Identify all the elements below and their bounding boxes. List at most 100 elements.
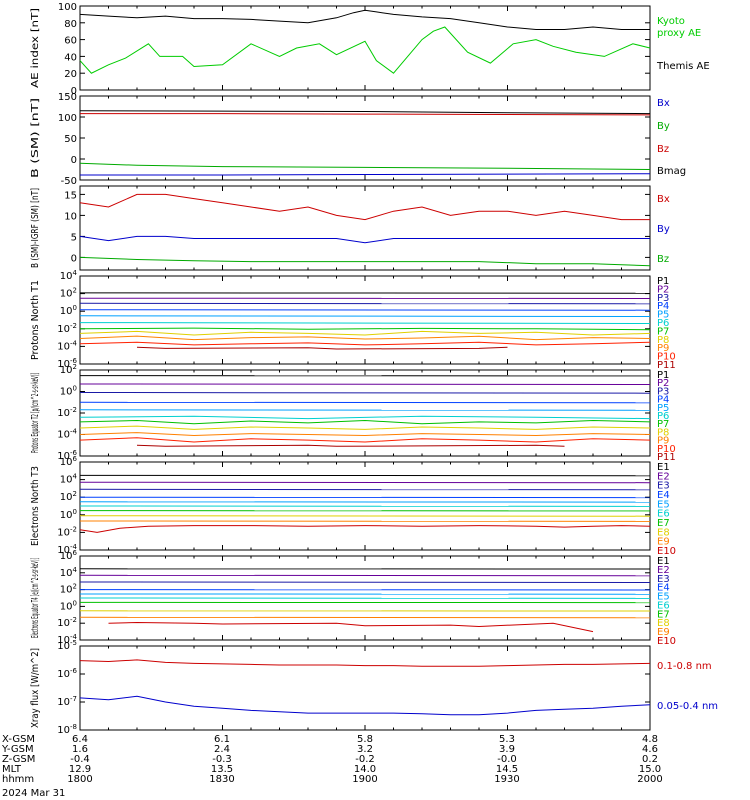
series-line-p3	[79, 392, 651, 394]
series-line-p5	[79, 315, 651, 317]
legend-entry: Bz	[657, 144, 669, 155]
series-line-0-1-0-8-nm	[79, 659, 651, 667]
legend-entry: E4	[657, 583, 670, 594]
series-line-themis-ae	[79, 9, 650, 30]
ephemeris-row-label: X-GSM	[2, 734, 35, 745]
legend-entry: By	[657, 224, 670, 235]
legend-entry: P7	[657, 419, 669, 430]
ephemeris-value: 13.5	[211, 764, 233, 775]
y-axis-label: B (SM) [nT]	[30, 98, 41, 178]
ephemeris-value: 1930	[494, 774, 519, 785]
legend-entry: P11	[657, 452, 676, 463]
ephemeris-table: X-GSM 6.4 6.1 5.8 5.3 4.8 Y-GSM 1.6 2.4 3.2 3.9 4.6…	[1, 734, 663, 785]
y-tick-label: 102	[60, 583, 77, 596]
legend-entry: E3	[657, 481, 670, 492]
panel-frame	[79, 275, 651, 365]
legend-entry: P7	[657, 326, 669, 337]
y-tick-label: 10	[64, 211, 77, 222]
ephemeris-row-label: Y-GSM	[1, 744, 34, 755]
y-tick-label: 104	[60, 473, 78, 486]
y-tick-label: 10-2	[57, 406, 77, 419]
y-tick-label: 10-6	[57, 449, 77, 462]
series-line-bz	[80, 113, 651, 116]
ephemeris-value: -0.4	[70, 754, 90, 765]
series-line-p4	[79, 309, 651, 311]
legend-entry: P6	[657, 411, 669, 422]
legend-entry: Themis AE	[656, 61, 710, 72]
series-line-p9	[79, 335, 651, 341]
panel-6: 10-4 10-2 100 102 104 106 Electrons North T3 E1…	[30, 455, 676, 557]
y-axis-label: Electrons North T3	[30, 466, 41, 546]
y-tick-label: 100	[60, 599, 77, 612]
y-tick-label: 102	[60, 490, 77, 503]
legend-entry: E7	[657, 518, 670, 529]
y-tick-label: 0	[71, 253, 77, 264]
ephemeris-value: -0.2	[355, 754, 375, 765]
y-axis-label: Xray flux [W/m^2]	[30, 648, 41, 728]
ephemeris-value: 0.2	[642, 754, 658, 765]
y-tick-label: 10-4	[57, 339, 77, 352]
legend-entry: P11	[657, 360, 676, 371]
y-tick-label: 15	[64, 190, 77, 201]
series-line-p2	[79, 383, 651, 385]
legend-entry: E10	[657, 546, 676, 557]
legend-entry: E2	[657, 471, 670, 482]
legend-entry: P5	[657, 310, 669, 321]
series-line-p6	[79, 415, 651, 420]
y-tick-label: 50	[64, 134, 77, 145]
y-tick-label: 10-4	[57, 633, 77, 646]
ephemeris-row-label: hhmm	[2, 774, 34, 785]
legend-entry: By	[657, 121, 670, 132]
y-tick-label: 104	[60, 566, 78, 579]
panel-3: 0 5 10 15 B (SM)-IGRF (SM) [nT] Bx By Bz	[30, 185, 670, 271]
y-tick-label: 100	[58, 113, 77, 124]
y-tick-label: 104	[60, 269, 78, 282]
y-tick-label: 10-2	[57, 616, 77, 629]
ephemeris-value: 2.4	[214, 744, 230, 755]
legend-entry: P10	[657, 444, 676, 455]
y-tick-label: 10-8	[57, 723, 77, 736]
series-line-p10	[79, 341, 651, 346]
panel-7: 10-4 10-2 100 102 104 106 Electrons Equator T4…	[30, 549, 676, 647]
y-tick-label: 150	[58, 92, 77, 103]
ephemeris-value: 12.9	[69, 764, 91, 775]
legend-entry: E1	[657, 462, 670, 473]
y-tick-label: 102	[60, 363, 77, 376]
legend-entry: E10	[657, 636, 676, 647]
series-line-e2	[79, 481, 651, 484]
y-tick-label: 10-6	[57, 667, 77, 680]
series-line-p11	[136, 444, 565, 447]
legend-entry: E5	[657, 499, 670, 510]
legend-entry: 0.1-0.8 nm	[657, 661, 712, 672]
series-line-by	[79, 235, 650, 244]
panel-8: 10-8 10-7 10-6 10-5 Xray flux [W/m^2] 0.1-0.8…	[30, 639, 718, 736]
legend-entry: P10	[657, 352, 676, 363]
ephemeris-row-label: MLT	[2, 764, 22, 775]
ephemeris-value: 14.5	[496, 764, 518, 775]
ephemeris-value: 2000	[637, 774, 662, 785]
y-tick-label: 20	[64, 69, 77, 80]
series-line-p8	[79, 425, 651, 430]
y-tick-label: 60	[64, 36, 77, 47]
series-line-p10	[79, 437, 651, 443]
ephemeris-value: 6.1	[214, 734, 230, 745]
legend-entry: E3	[657, 574, 670, 585]
ephemeris-value: 3.9	[499, 744, 515, 755]
legend-entry: P8	[657, 427, 669, 438]
ephemeris-value: 15.0	[639, 764, 661, 775]
legend-entry: P4	[657, 301, 669, 312]
y-tick-label: 100	[60, 304, 77, 317]
series-line-by	[79, 162, 651, 170]
y-tick-label: 10-5	[57, 639, 77, 652]
y-tick-label: 10-6	[57, 357, 77, 370]
legend-entry: E8	[657, 618, 670, 629]
legend-entry: E9	[657, 627, 670, 638]
panel-frame	[79, 5, 651, 91]
series-line-bx	[79, 193, 650, 221]
y-tick-label: 0	[71, 155, 77, 166]
legend-entry: E2	[657, 565, 670, 576]
series-line-e3	[79, 488, 651, 491]
legend-entry: P9	[657, 436, 669, 447]
